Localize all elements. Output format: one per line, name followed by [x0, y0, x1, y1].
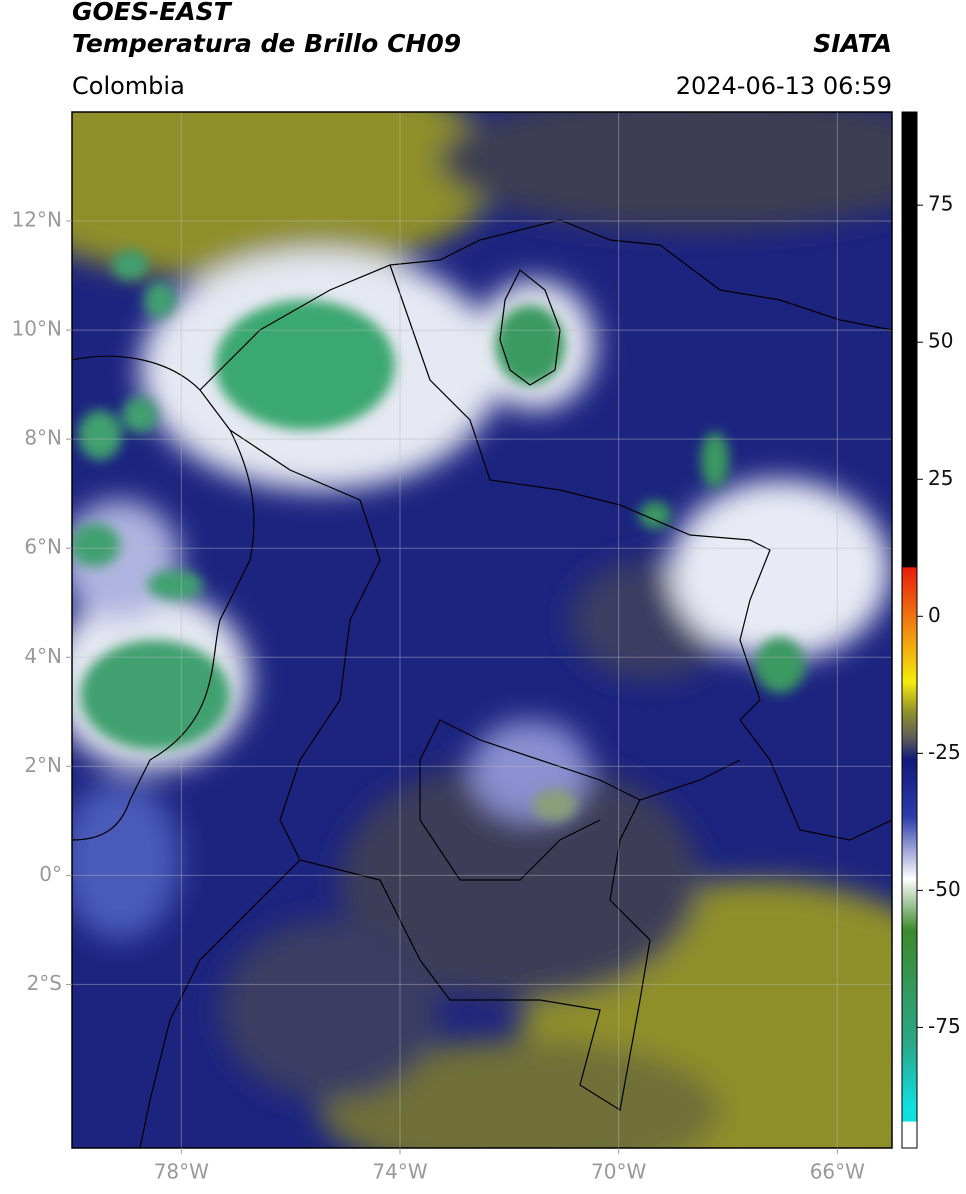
timestamp: 2024-06-13 06:59	[676, 72, 892, 100]
x-tick-label: 70°W	[591, 1160, 646, 1184]
agency: SIATA	[813, 29, 892, 58]
x-tick-label: 74°W	[372, 1160, 427, 1184]
y-tick-label: 4°N	[24, 644, 62, 668]
colorbar-tick-label: 0	[928, 603, 941, 627]
y-tick-label: 8°N	[24, 426, 62, 450]
colorbar-tick-label: -50	[928, 877, 961, 901]
colorbar-tick-label: -25	[928, 740, 961, 764]
colorbar-tick-label: 25	[928, 466, 953, 490]
y-tick-label: 2°N	[24, 753, 62, 777]
y-tick-label: 6°N	[24, 535, 62, 559]
colorbar-tick-label: -75	[928, 1014, 961, 1038]
y-tick-label: 10°N	[12, 317, 62, 341]
colorbar	[901, 111, 918, 1149]
title-line-2: Temperatura de Brillo CH09	[72, 29, 461, 58]
region: Colombia	[72, 72, 185, 100]
colorbar-tick-label: 75	[928, 192, 953, 216]
colorbar-tick-label: 50	[928, 329, 953, 353]
graticule	[72, 112, 892, 1148]
y-tick-label: 2°S	[27, 971, 62, 995]
map-frame	[71, 111, 893, 1149]
x-tick-label: 66°W	[810, 1160, 865, 1184]
satellite-image	[72, 112, 892, 1148]
title-line-1: GOES-EAST	[72, 0, 233, 26]
borders	[72, 219, 892, 1148]
x-tick-label: 78°W	[154, 1160, 209, 1184]
y-tick-label: 0°	[39, 862, 62, 886]
y-tick-label: 12°N	[12, 208, 62, 232]
